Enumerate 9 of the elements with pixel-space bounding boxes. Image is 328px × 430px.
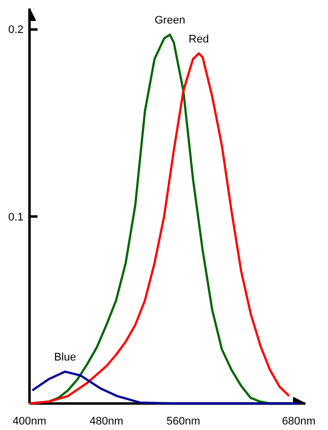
series-label: Green <box>154 14 186 27</box>
x-tick-label: 680nm <box>282 416 316 428</box>
y-tick-label: 0.1 <box>8 211 24 224</box>
x-tick-label: 560nm <box>166 416 200 428</box>
series-label: Red <box>188 33 209 46</box>
series-label: Blue <box>54 352 76 364</box>
x-tick-label: 480nm <box>90 416 124 428</box>
y-tick-label: 0.2 <box>8 24 24 36</box>
x-tick-label: 400nm <box>12 416 46 428</box>
